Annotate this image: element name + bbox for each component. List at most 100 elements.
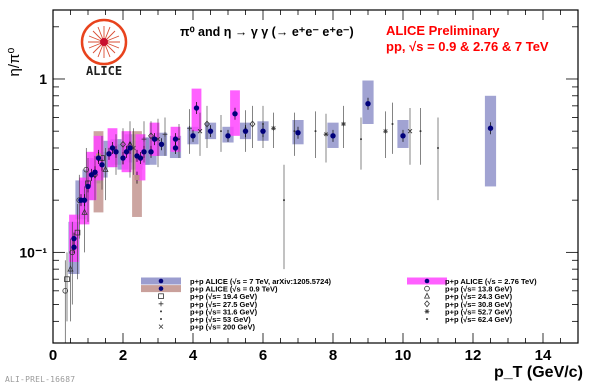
legacy-point-s5-p3 [314,130,317,133]
x-tick-label-14: 14 [535,347,552,364]
legend-right-label-0: p+p ALICE (√s = 2.76 TeV) [445,277,537,286]
legend-left-label-1: p+p ALICE (√s = 0.9 TeV) [190,285,278,294]
legend-right-symbol-3-shape [424,300,430,308]
legacy-point-s1-p0 [64,276,70,283]
point-s0-p13 [172,145,179,151]
point-s1-p1-shape [134,175,140,181]
point-s0-p20 [330,133,336,139]
point-s0-p12-shape [158,141,165,148]
legend-right-symbol-2 [423,292,431,299]
point-s0-p2 [85,183,91,190]
legend-left-marker-0 [158,278,164,284]
point-s2-p9-shape [193,105,200,111]
point-s2-p0 [71,235,77,242]
point-s0-p21-shape [365,101,371,107]
legacy-point-s8-p1 [419,130,422,133]
point-s2-p0-shape [71,235,77,242]
point-s2-p7-shape [151,136,158,142]
legend-left-symbol-3-shape [158,301,164,307]
legend-right-symbol-3 [424,300,430,308]
point-s2-p2-shape [88,172,95,178]
point-s2-p10-shape [232,111,238,117]
legacy-point-s6-p2 [341,121,346,127]
legacy-point-s3-p3 [187,125,192,131]
legend-right-label-5: p+p (√s= 62.4 GeV) [445,315,513,324]
point-s0-p16-shape [225,133,231,139]
legacy-point-s9-p2 [197,128,203,134]
point-s2-p5-shape [123,149,130,155]
chart-subtitle: pp, √s = 0.9 & 2.76 & 7 TeV [386,39,549,54]
point-s0-p11 [148,149,154,155]
point-s0-p22 [400,133,406,139]
legacy-point-s0-p1 [69,249,76,256]
point-s2-p6-shape [137,155,144,161]
legacy-point-s7-p3 [391,122,394,125]
point-s2-p3-shape [95,155,102,161]
alice-logo: ALICE [80,18,128,78]
legacy-point-s4-p2 [148,132,154,140]
x-tick-label-0: 0 [49,347,57,364]
legacy-point-s2-p1 [81,208,88,215]
legacy-point-s8-p0 [360,138,362,141]
legend-left-symbol-4 [160,310,162,313]
legacy-point-s5-p3-shape [314,130,317,133]
legacy-point-s0-p3-shape [83,166,90,173]
legacy-point-s8-p1-shape [419,130,422,133]
point-s2-p5 [123,149,130,155]
legacy-point-s0-p1-shape [69,249,76,256]
legacy-point-s6-p1 [323,131,329,137]
legacy-point-s1-p1-shape [74,229,81,236]
preliminary-badge: ALICE Preliminary [386,23,500,38]
legacy-point-s1-p1 [74,229,81,236]
chart-title: π⁰ and η → γ γ (→ e⁺e⁻ e⁺e⁻) [180,25,354,39]
point-s2-p6 [137,155,144,161]
legend-right-symbol-1-shape [424,285,430,292]
legacy-point-s8-p2 [437,146,439,149]
point-s2-p1 [81,197,88,203]
legend-right-marker-0 [424,278,430,284]
legend-left-symbol-2-shape [158,293,164,299]
legend-left-symbol-3 [158,301,164,307]
point-s0-p6-shape [113,149,119,155]
axes: 0 2 4 6 8 10 12 14 10⁻¹ 1 [19,10,579,364]
point-s0-p15 [207,128,214,134]
legacy-point-s2-p0 [67,265,74,272]
point-s2-p9 [193,105,200,111]
point-s0-p17-shape [242,128,249,134]
legacy-point-s3-p2-shape [162,131,168,137]
point-s2-p4 [109,145,116,151]
legacy-point-s6-p0-shape [271,125,276,131]
point-s0-p18-shape [260,128,266,134]
point-s0-p15-shape [207,128,214,134]
point-s2-p10 [232,111,238,117]
legacy-point-s9-p3 [407,128,413,134]
point-s0-p5-shape [106,151,112,157]
legacy-point-s0-p0 [62,288,69,294]
legend-right-symbol-2-shape [423,292,431,299]
legend-left-label-5: p+p (√s= 53 GeV) [190,315,251,324]
legacy-point-s1-p0-shape [64,276,70,283]
legacy-point-s7-p3-shape [391,122,394,125]
point-s0-p13-shape [172,145,179,151]
legacy-point-s9-p2-shape [197,128,203,134]
y-tick-label-1: 1 [39,71,47,87]
legacy-point-s5-p1-shape [262,122,264,125]
legacy-point-s4-p3-shape [204,120,210,128]
point-s2-p3 [95,155,102,161]
legacy-point-s2-p1-shape [81,208,88,215]
point-s0-p12 [158,141,165,148]
x-tick-label-8: 8 [329,347,337,364]
y-tick-label-0: 10⁻¹ [19,244,47,260]
point-s0-p0 [71,244,77,250]
legacy-point-s6-p2-shape [341,121,346,127]
legacy-point-s3-p1 [141,136,147,142]
legacy-point-s8-p0-shape [360,138,362,141]
point-s1-p1 [134,175,140,181]
legacy-point-s5-p0 [220,130,222,133]
point-s0-p6 [113,149,119,155]
point-s0-p20-shape [330,133,336,139]
legacy-point-s5-p2-shape [283,199,285,202]
legacy-point-s2-p2-shape [102,165,109,172]
legacy-point-s2-p2 [102,165,109,172]
legacy-point-s0-p0-shape [62,288,69,294]
